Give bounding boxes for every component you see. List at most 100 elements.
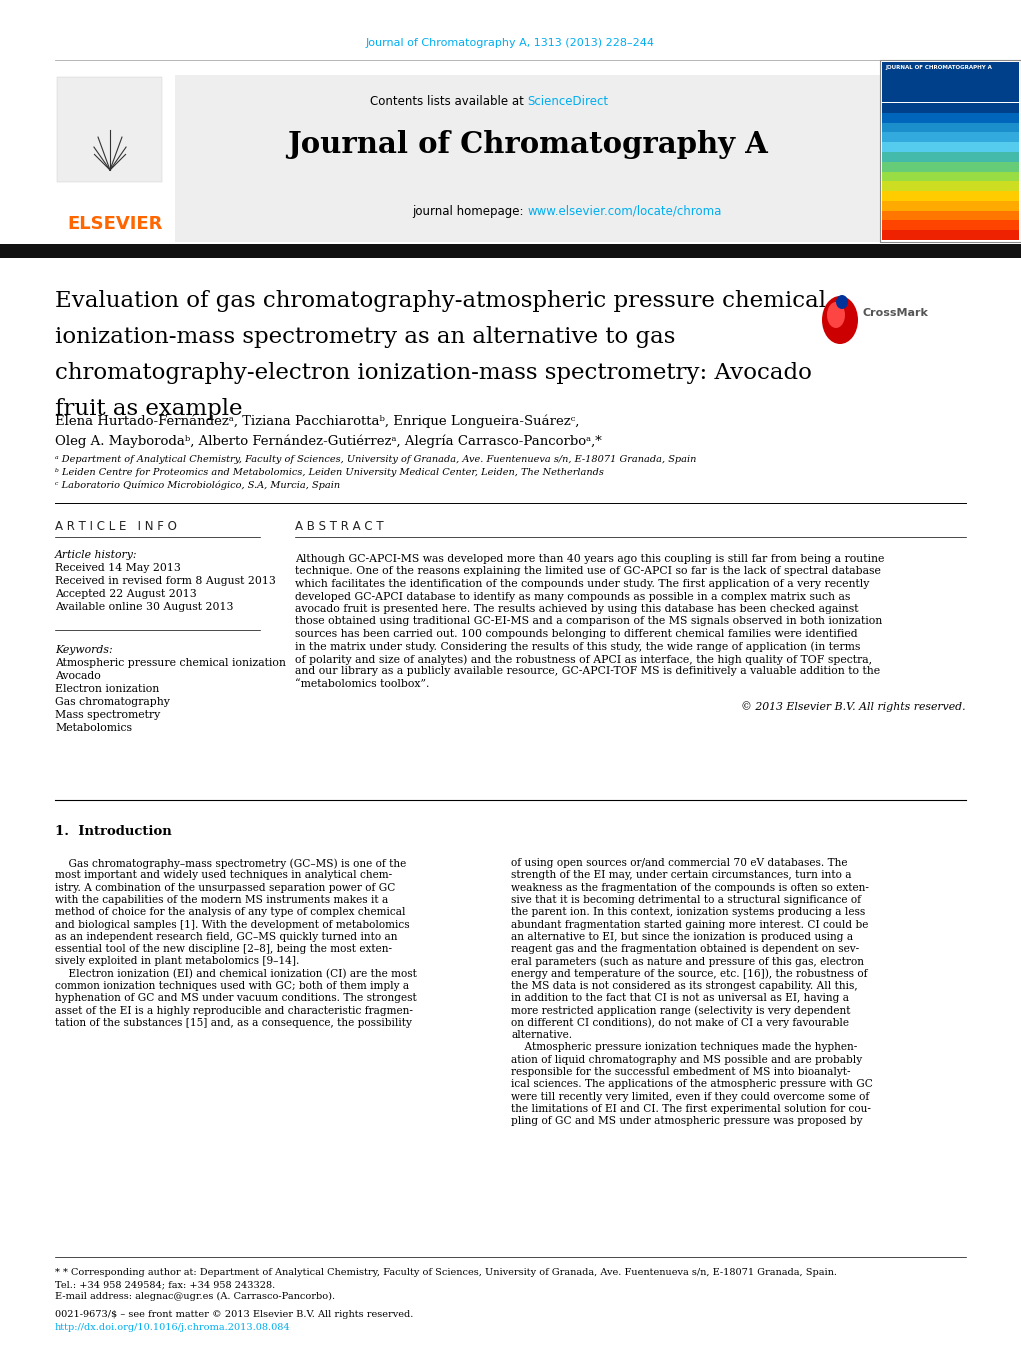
Text: ionization-mass spectrometry as an alternative to gas: ionization-mass spectrometry as an alter… bbox=[55, 326, 675, 349]
Bar bbox=[882, 162, 1019, 172]
Text: and biological samples [1]. With the development of metabolomics: and biological samples [1]. With the dev… bbox=[55, 920, 409, 929]
Text: sively exploited in plant metabolomics [9–14].: sively exploited in plant metabolomics [… bbox=[55, 957, 299, 966]
Bar bbox=[882, 211, 1019, 220]
Text: Elena Hurtado-Fernándezᵃ, Tiziana Pacchiarottaᵇ, Enrique Longueira-Suárezᶜ,: Elena Hurtado-Fernándezᵃ, Tiziana Pacchi… bbox=[55, 415, 579, 428]
Text: tation of the substances [15] and, as a consequence, the possibility: tation of the substances [15] and, as a … bbox=[55, 1017, 411, 1028]
Text: as an independent research field, GC–MS quickly turned into an: as an independent research field, GC–MS … bbox=[55, 932, 397, 942]
Text: E-mail address: alegnac@ugr.es (A. Carrasco-Pancorbo).: E-mail address: alegnac@ugr.es (A. Carra… bbox=[55, 1292, 335, 1301]
Text: of using open sources or/and commercial 70 eV databases. The: of using open sources or/and commercial … bbox=[510, 858, 847, 867]
Text: which facilitates the identification of the compounds under study. The first app: which facilitates the identification of … bbox=[295, 580, 869, 589]
Text: Received 14 May 2013: Received 14 May 2013 bbox=[55, 563, 181, 573]
Text: Tel.: +34 958 249584; fax: +34 958 243328.: Tel.: +34 958 249584; fax: +34 958 24332… bbox=[55, 1279, 276, 1289]
Bar bbox=[55, 76, 880, 242]
Text: journal homepage:: journal homepage: bbox=[412, 205, 528, 218]
Text: Oleg A. Mayborodaᵇ, Alberto Fernández-Gutiérrezᵃ, Alegría Carrasco-Pancorboᵃ,*: Oleg A. Mayborodaᵇ, Alberto Fernández-Gu… bbox=[55, 434, 601, 447]
Text: ᵇ Leiden Centre for Proteomics and Metabolomics, Leiden University Medical Cente: ᵇ Leiden Centre for Proteomics and Metab… bbox=[55, 467, 603, 477]
Text: Electron ionization: Electron ionization bbox=[55, 684, 159, 694]
Text: energy and temperature of the source, etc. [16]), the robustness of: energy and temperature of the source, et… bbox=[510, 969, 868, 979]
Text: A B S T R A C T: A B S T R A C T bbox=[295, 520, 384, 534]
Text: the parent ion. In this context, ionization systems producing a less: the parent ion. In this context, ionizat… bbox=[510, 908, 865, 917]
Text: JOURNAL OF CHROMATOGRAPHY A: JOURNAL OF CHROMATOGRAPHY A bbox=[885, 65, 991, 70]
Text: abundant fragmentation started gaining more interest. CI could be: abundant fragmentation started gaining m… bbox=[510, 920, 869, 929]
Text: pling of GC and MS under atmospheric pressure was proposed by: pling of GC and MS under atmospheric pre… bbox=[510, 1116, 863, 1127]
Text: hyphenation of GC and MS under vacuum conditions. The strongest: hyphenation of GC and MS under vacuum co… bbox=[55, 993, 417, 1004]
Bar bbox=[882, 172, 1019, 181]
Ellipse shape bbox=[822, 296, 858, 345]
Ellipse shape bbox=[836, 295, 848, 309]
Text: © 2013 Elsevier B.V. All rights reserved.: © 2013 Elsevier B.V. All rights reserved… bbox=[741, 701, 966, 712]
Text: 1.  Introduction: 1. Introduction bbox=[55, 825, 172, 838]
Text: Accepted 22 August 2013: Accepted 22 August 2013 bbox=[55, 589, 197, 598]
Text: A R T I C L E   I N F O: A R T I C L E I N F O bbox=[55, 520, 177, 534]
Text: Although GC-APCI-MS was developed more than 40 years ago this coupling is still : Although GC-APCI-MS was developed more t… bbox=[295, 554, 884, 563]
Text: developed GC-APCI database to identify as many compounds as possible in a comple: developed GC-APCI database to identify a… bbox=[295, 592, 850, 601]
Text: of polarity and size of analytes) and the robustness of APCI as interface, the h: of polarity and size of analytes) and th… bbox=[295, 654, 872, 665]
Text: ᵃ Department of Analytical Chemistry, Faculty of Sciences, University of Granada: ᵃ Department of Analytical Chemistry, Fa… bbox=[55, 455, 696, 463]
Bar bbox=[880, 59, 1021, 242]
Text: ELSEVIER: ELSEVIER bbox=[67, 215, 162, 232]
Text: Journal of Chromatography A: Journal of Chromatography A bbox=[287, 130, 768, 159]
Bar bbox=[882, 112, 1019, 123]
Text: Evaluation of gas chromatography-atmospheric pressure chemical: Evaluation of gas chromatography-atmosph… bbox=[55, 290, 826, 312]
Text: responsible for the successful embedment of MS into bioanalyt-: responsible for the successful embedment… bbox=[510, 1067, 850, 1077]
Text: common ionization techniques used with GC; both of them imply a: common ionization techniques used with G… bbox=[55, 981, 409, 992]
Text: Avocado: Avocado bbox=[55, 671, 101, 681]
Text: Article history:: Article history: bbox=[55, 550, 138, 561]
Text: in addition to the fact that CI is not as universal as EI, having a: in addition to the fact that CI is not a… bbox=[510, 993, 849, 1004]
Text: 0021-9673/$ – see front matter © 2013 Elsevier B.V. All rights reserved.: 0021-9673/$ – see front matter © 2013 El… bbox=[55, 1310, 414, 1319]
Text: Gas chromatography: Gas chromatography bbox=[55, 697, 169, 707]
Text: more restricted application range (selectivity is very dependent: more restricted application range (selec… bbox=[510, 1005, 850, 1016]
Text: were till recently very limited, even if they could overcome some of: were till recently very limited, even if… bbox=[510, 1092, 869, 1101]
Text: Contents lists available at: Contents lists available at bbox=[370, 95, 528, 108]
Text: most important and widely used techniques in analytical chem-: most important and widely used technique… bbox=[55, 870, 392, 881]
Text: “metabolomics toolbox”.: “metabolomics toolbox”. bbox=[295, 680, 430, 689]
Text: Metabolomics: Metabolomics bbox=[55, 723, 132, 734]
Text: alternative.: alternative. bbox=[510, 1031, 572, 1040]
Text: an alternative to EI, but since the ionization is produced using a: an alternative to EI, but since the ioni… bbox=[510, 932, 854, 942]
Text: on different CI conditions), do not make of CI a very favourable: on different CI conditions), do not make… bbox=[510, 1017, 849, 1028]
Text: Gas chromatography–mass spectrometry (GC–MS) is one of the: Gas chromatography–mass spectrometry (GC… bbox=[55, 858, 406, 869]
Text: sive that it is becoming detrimental to a structural significance of: sive that it is becoming detrimental to … bbox=[510, 894, 861, 905]
Text: sources has been carried out. 100 compounds belonging to different chemical fami: sources has been carried out. 100 compou… bbox=[295, 630, 858, 639]
Text: http://dx.doi.org/10.1016/j.chroma.2013.08.084: http://dx.doi.org/10.1016/j.chroma.2013.… bbox=[55, 1323, 291, 1332]
Text: with the capabilities of the modern MS instruments makes it a: with the capabilities of the modern MS i… bbox=[55, 894, 388, 905]
Bar bbox=[882, 230, 1019, 240]
Bar bbox=[882, 132, 1019, 142]
Bar bbox=[55, 76, 175, 242]
Text: and our library as a publicly available resource, GC-APCI-TOF MS is definitively: and our library as a publicly available … bbox=[295, 666, 880, 677]
Text: ScienceDirect: ScienceDirect bbox=[528, 95, 609, 108]
Text: eral parameters (such as nature and pressure of this gas, electron: eral parameters (such as nature and pres… bbox=[510, 957, 864, 967]
Text: Mass spectrometry: Mass spectrometry bbox=[55, 711, 160, 720]
Text: Available online 30 August 2013: Available online 30 August 2013 bbox=[55, 603, 234, 612]
Text: fruit as example: fruit as example bbox=[55, 399, 243, 420]
Bar bbox=[882, 151, 1019, 162]
Text: those obtained using traditional GC-EI-MS and a comparison of the MS signals obs: those obtained using traditional GC-EI-M… bbox=[295, 616, 882, 627]
Text: ical sciences. The applications of the atmospheric pressure with GC: ical sciences. The applications of the a… bbox=[510, 1079, 873, 1089]
Bar bbox=[882, 103, 1019, 112]
Text: Electron ionization (EI) and chemical ionization (CI) are the most: Electron ionization (EI) and chemical io… bbox=[55, 969, 417, 979]
Text: CrossMark: CrossMark bbox=[862, 308, 928, 317]
Text: ation of liquid chromatography and MS possible and are probably: ation of liquid chromatography and MS po… bbox=[510, 1055, 862, 1065]
Text: chromatography-electron ionization-mass spectrometry: Avocado: chromatography-electron ionization-mass … bbox=[55, 362, 812, 384]
Bar bbox=[882, 123, 1019, 132]
Text: weakness as the fragmentation of the compounds is often so exten-: weakness as the fragmentation of the com… bbox=[510, 882, 869, 893]
Bar bbox=[882, 201, 1019, 211]
Bar bbox=[0, 245, 1021, 258]
Text: Atmospheric pressure ionization techniques made the hyphen-: Atmospheric pressure ionization techniqu… bbox=[510, 1043, 858, 1052]
Bar bbox=[882, 190, 1019, 201]
Text: technique. One of the reasons explaining the limited use of GC-APCI so far is th: technique. One of the reasons explaining… bbox=[295, 566, 881, 577]
Text: asset of the EI is a highly reproducible and characteristic fragmen-: asset of the EI is a highly reproducible… bbox=[55, 1005, 412, 1016]
Text: strength of the EI may, under certain circumstances, turn into a: strength of the EI may, under certain ci… bbox=[510, 870, 852, 881]
Bar bbox=[882, 220, 1019, 230]
Text: Atmospheric pressure chemical ionization: Atmospheric pressure chemical ionization bbox=[55, 658, 286, 667]
Text: Keywords:: Keywords: bbox=[55, 644, 112, 655]
Text: method of choice for the analysis of any type of complex chemical: method of choice for the analysis of any… bbox=[55, 908, 405, 917]
Bar bbox=[882, 142, 1019, 151]
Bar bbox=[882, 62, 1019, 101]
Text: Received in revised form 8 August 2013: Received in revised form 8 August 2013 bbox=[55, 576, 276, 586]
Text: avocado fruit is presented here. The results achieved by using this database has: avocado fruit is presented here. The res… bbox=[295, 604, 859, 613]
FancyBboxPatch shape bbox=[57, 77, 162, 182]
Text: istry. A combination of the unsurpassed separation power of GC: istry. A combination of the unsurpassed … bbox=[55, 882, 395, 893]
Text: essential tool of the new discipline [2–8], being the most exten-: essential tool of the new discipline [2–… bbox=[55, 944, 392, 954]
Text: Journal of Chromatography A, 1313 (2013) 228–244: Journal of Chromatography A, 1313 (2013)… bbox=[366, 38, 655, 49]
